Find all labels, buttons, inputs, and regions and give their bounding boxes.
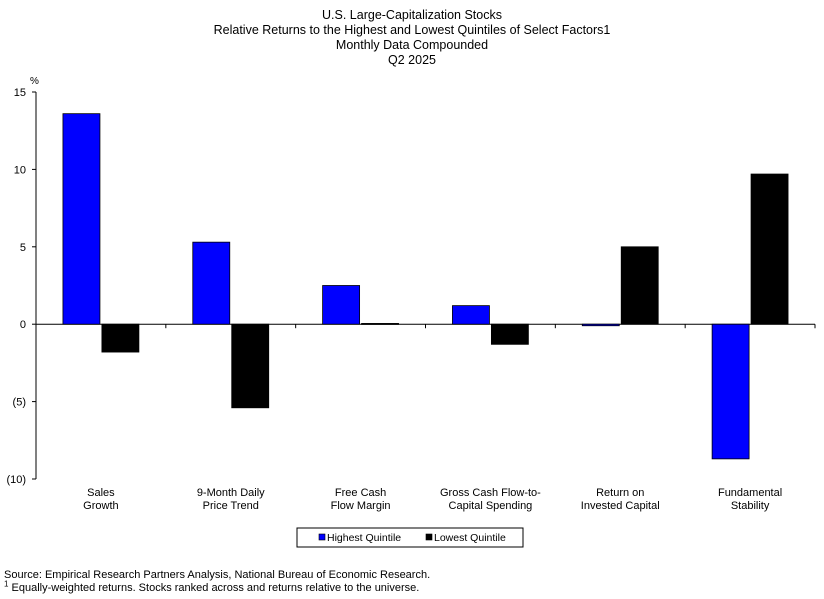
bar-lowest-1 <box>231 323 270 409</box>
category-label: Invested Capital <box>581 500 660 512</box>
y-axis-unit-label: % <box>30 76 39 87</box>
chart-title: U.S. Large-Capitalization Stocks <box>322 8 502 22</box>
category-label: Capital Spending <box>449 500 533 512</box>
y-tick-label: 0 <box>20 319 26 331</box>
bar-lowest-0 <box>101 323 140 353</box>
category-label: Fundamental <box>718 487 782 499</box>
legend-swatch-highest <box>318 533 326 541</box>
category-label: Return on <box>596 487 644 499</box>
y-tick-label: 10 <box>14 164 26 176</box>
category-label: Flow Margin <box>331 500 391 512</box>
y-tick-label: (10) <box>6 474 26 486</box>
category-label: 9-Month Daily <box>197 487 265 499</box>
bar-highest-5 <box>711 323 750 460</box>
y-tick-label: (5) <box>13 397 26 409</box>
bar-lowest-4 <box>620 246 659 325</box>
legend-swatch-lowest <box>425 533 433 541</box>
category-label: Free Cash <box>335 487 386 499</box>
footnote-marker: 1 <box>4 579 9 589</box>
chart-subtitle-2: Monthly Data Compounded <box>335 38 489 52</box>
source-note: Source: Empirical Research Partners Anal… <box>4 569 431 581</box>
category-label: Gross Cash Flow-to- <box>440 487 541 499</box>
bar-highest-4 <box>581 323 620 327</box>
bar-lowest-2 <box>361 323 399 325</box>
bar-lowest-5 <box>750 173 789 325</box>
legend-label-highest: Highest Quintile <box>327 532 401 544</box>
footnote: 1 Equally-weighted returns. Stocks ranke… <box>4 579 420 594</box>
category-label: Sales <box>87 487 115 499</box>
category-label: Stability <box>731 500 770 512</box>
bar-lowest-3 <box>490 323 529 345</box>
chart-subtitle-1: Relative Returns to the Highest and Lowe… <box>213 23 611 37</box>
legend-box <box>296 527 524 548</box>
bar-highest-3 <box>452 305 490 325</box>
chart-title-block: U.S. Large-Capitalization Stocks Relativ… <box>0 8 824 68</box>
bar-highest-0 <box>62 113 101 325</box>
category-label: Growth <box>83 500 118 512</box>
bar-highest-2 <box>322 285 361 325</box>
chart-subtitle-3: Q2 2025 <box>388 53 436 67</box>
y-tick-label: 15 <box>14 87 26 99</box>
bar-highest-1 <box>192 241 231 325</box>
category-label: Price Trend <box>203 500 259 512</box>
y-tick-label: 5 <box>20 242 26 254</box>
footnote-text: Equally-weighted returns. Stocks ranked … <box>8 582 420 594</box>
legend-label-lowest: Lowest Quintile <box>434 532 506 544</box>
